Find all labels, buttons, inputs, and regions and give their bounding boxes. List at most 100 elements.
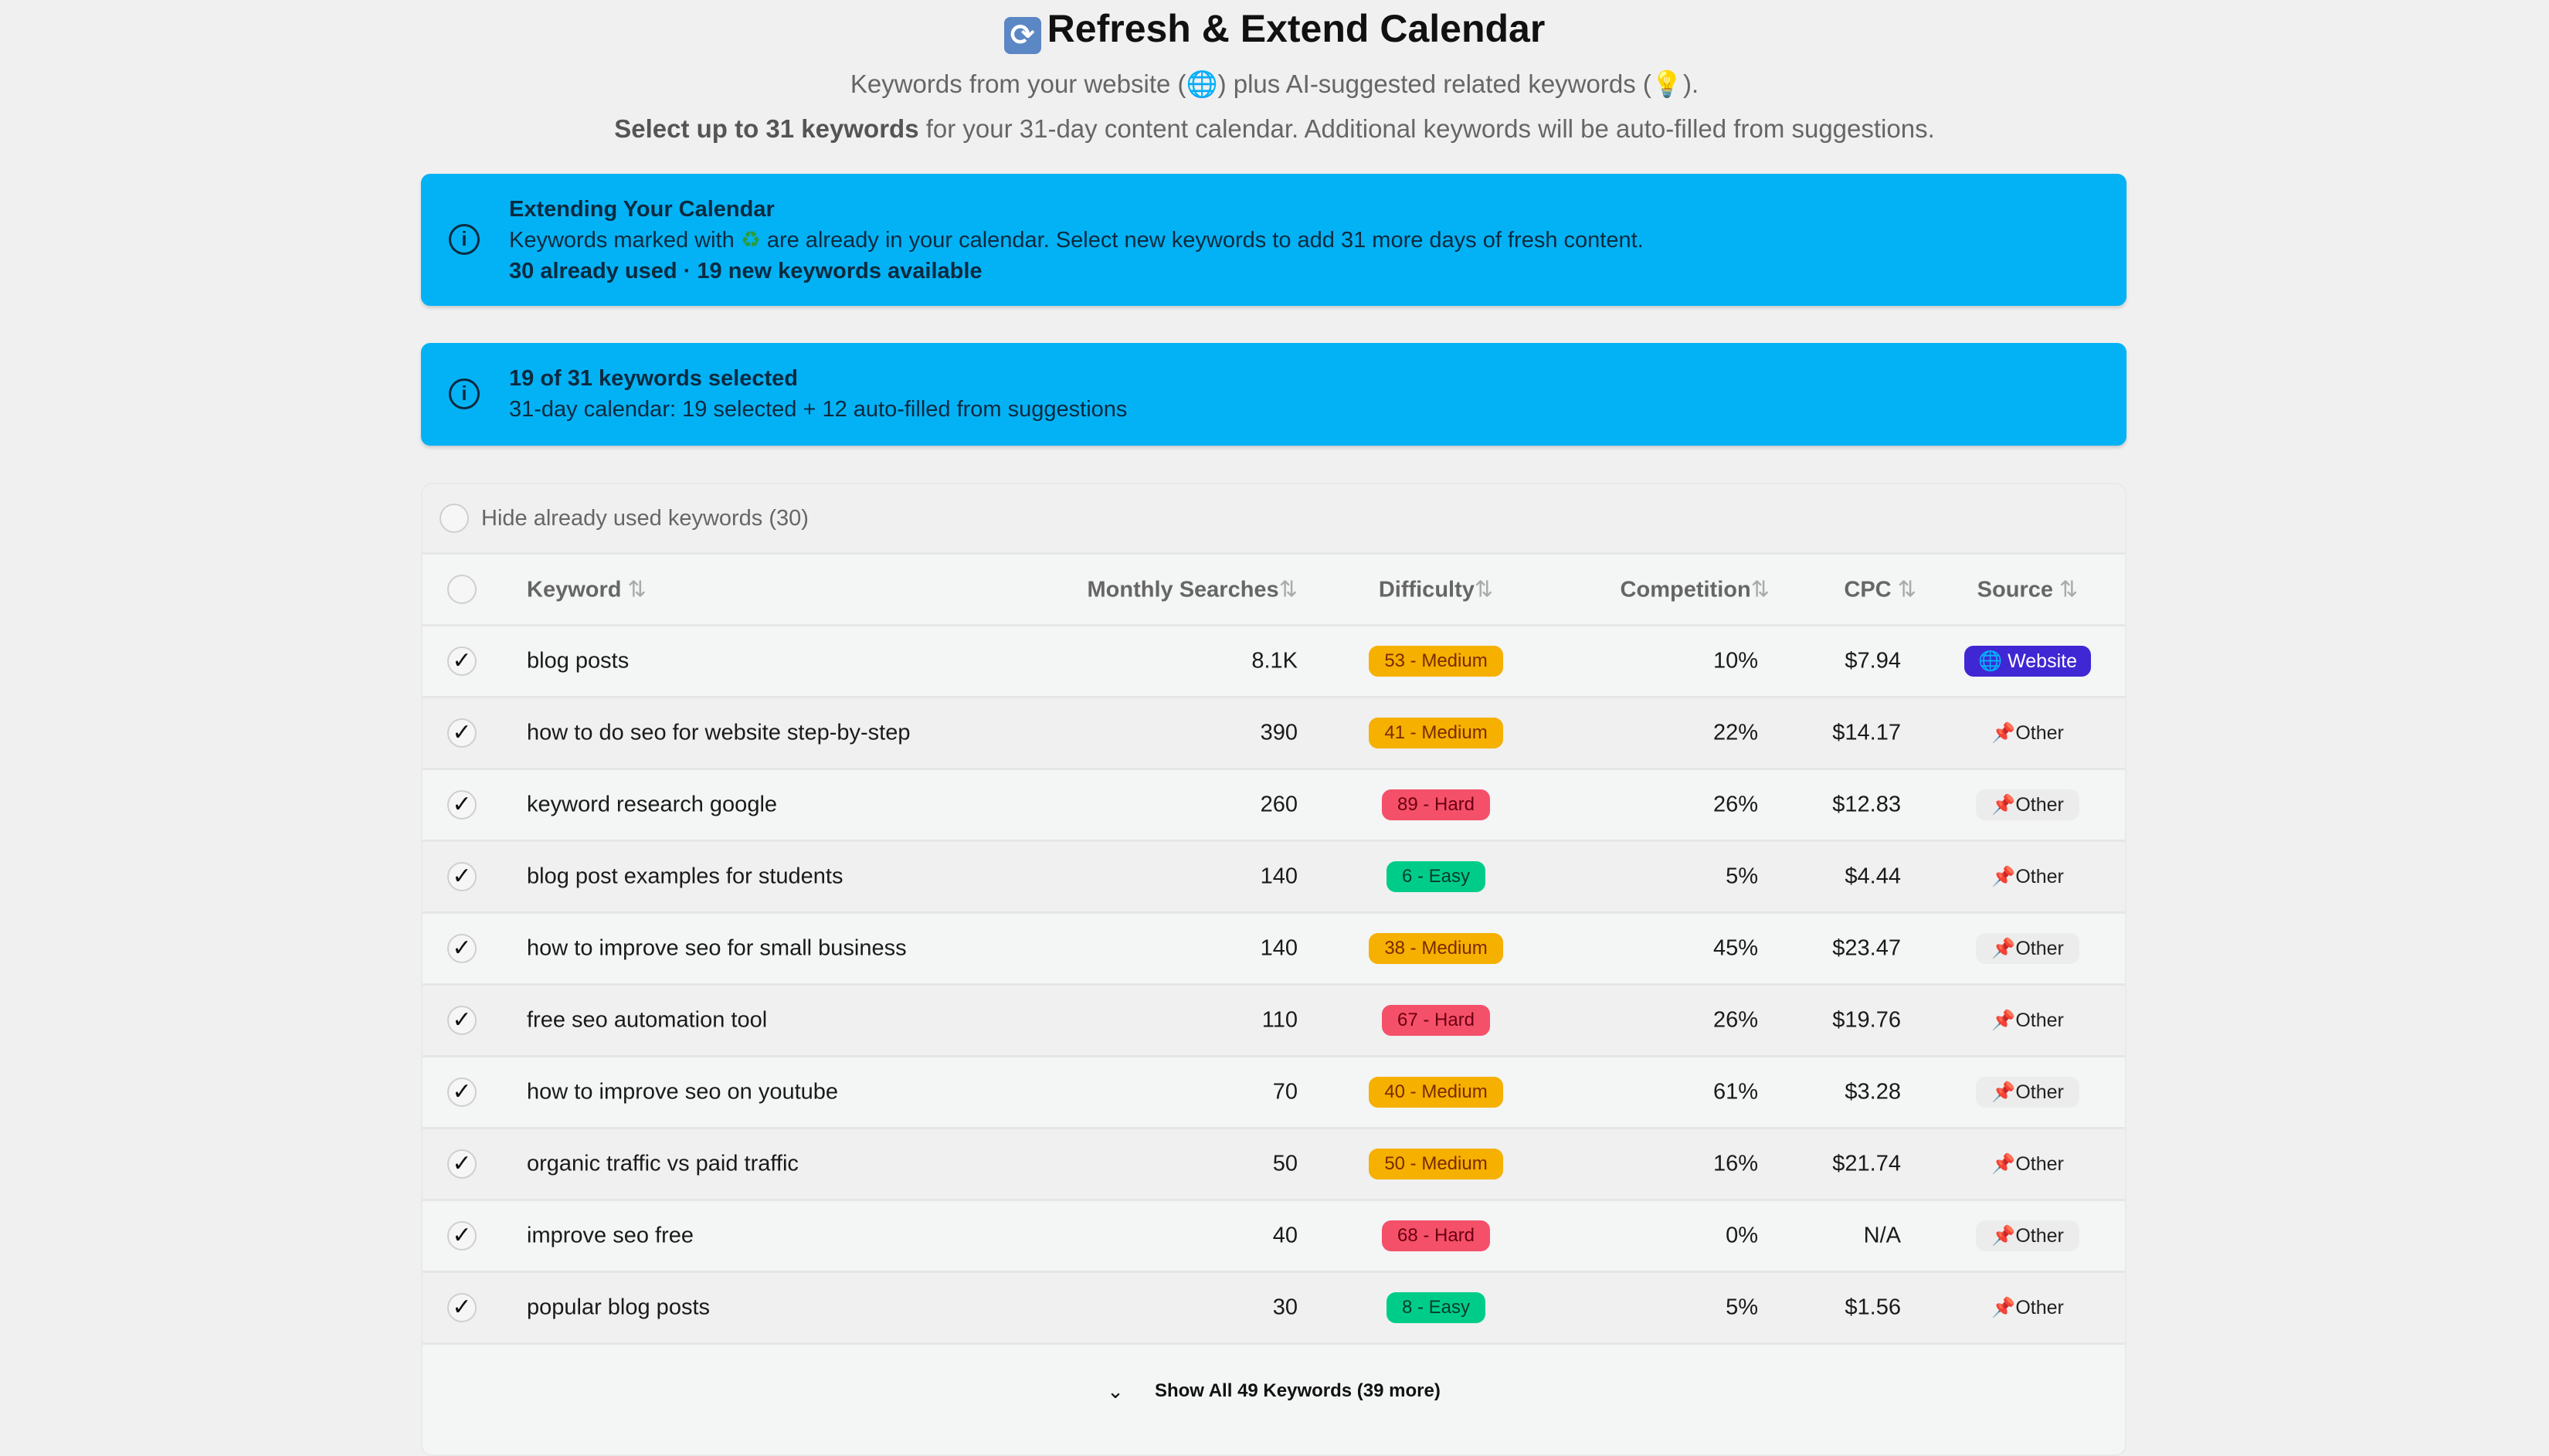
table-row[interactable]: ✓ how to improve seo for small business … — [423, 914, 2125, 986]
table-header: Keyword ⇅ Monthly Searches⇅ Difficulty⇅ … — [423, 555, 2125, 626]
hide-used-filter[interactable]: Hide already used keywords (30) — [423, 484, 2125, 555]
globe-icon: 🌐 — [1186, 70, 1218, 98]
keyword-cell: how to do seo for website step-by-step — [527, 720, 911, 745]
searches-cell: 30 — [1272, 1295, 1298, 1320]
source-badge-other: 📌Other — [1991, 1297, 2064, 1319]
keyword-cell: free seo automation tool — [527, 1007, 768, 1033]
table-row[interactable]: ✓ how to do seo for website step-by-step… — [423, 698, 2125, 770]
difficulty-badge: 8 - Easy — [1386, 1292, 1486, 1323]
competition-cell: 26% — [1712, 1007, 1758, 1033]
searches-cell: 40 — [1272, 1223, 1298, 1248]
difficulty-badge: 6 - Easy — [1386, 861, 1486, 892]
table-row[interactable]: ✓ free seo automation tool 110 67 - Hard… — [423, 986, 2125, 1057]
pushpin-icon: 📌 — [1991, 794, 2016, 816]
globe-icon: 🌐 — [1978, 650, 2003, 672]
column-keyword[interactable]: Keyword ⇅ — [527, 577, 647, 602]
searches-cell: 140 — [1260, 935, 1298, 961]
row-checkbox[interactable]: ✓ — [447, 862, 477, 891]
table-row[interactable]: ✓ keyword research google 260 89 - Hard … — [423, 770, 2125, 842]
alert-selected: i 19 of 31 keywords selected 31-day cale… — [421, 343, 2126, 446]
table-row[interactable]: ✓ organic traffic vs paid traffic 50 50 … — [423, 1129, 2125, 1201]
row-checkbox[interactable]: ✓ — [447, 1006, 477, 1035]
alert-text: 31-day calendar: 19 selected + 12 auto-f… — [509, 397, 1128, 422]
select-all-checkbox[interactable] — [447, 575, 477, 604]
competition-cell: 22% — [1712, 720, 1758, 745]
pushpin-icon: 📌 — [1991, 1081, 2016, 1103]
row-checkbox[interactable]: ✓ — [447, 1221, 477, 1251]
row-checkbox[interactable]: ✓ — [447, 1078, 477, 1107]
sort-icon: ⇅ — [1750, 577, 1770, 602]
show-all-button[interactable]: ⌄ Show All 49 Keywords (39 more) — [1107, 1379, 1441, 1403]
keyword-cell: blog post examples for students — [527, 864, 843, 889]
competition-cell: 5% — [1726, 864, 1758, 889]
difficulty-badge: 68 - Hard — [1381, 1220, 1491, 1251]
keyword-cell: keyword research google — [527, 792, 778, 817]
row-checkbox[interactable]: ✓ — [447, 790, 477, 820]
cpc-cell: $19.76 — [1832, 1007, 1901, 1033]
hide-used-checkbox[interactable] — [440, 504, 469, 533]
difficulty-badge: 40 - Medium — [1369, 1077, 1503, 1108]
table-row[interactable]: ✓ blog posts 8.1K 53 - Medium 10% $7.94 … — [423, 626, 2125, 698]
lightbulb-icon: 💡 — [1651, 70, 1683, 98]
sort-icon: ⇅ — [627, 577, 647, 602]
column-competition[interactable]: Competition⇅ — [1620, 577, 1770, 602]
subtitle: Keywords from your website (🌐) plus AI-s… — [850, 70, 1699, 98]
difficulty-badge: 67 - Hard — [1381, 1005, 1491, 1036]
table-row[interactable]: ✓ improve seo free 40 68 - Hard 0% N/A 📌… — [423, 1201, 2125, 1273]
row-checkbox[interactable]: ✓ — [447, 647, 477, 676]
pushpin-icon: 📌 — [1991, 1153, 2016, 1175]
pushpin-icon: 📌 — [1991, 1297, 2016, 1319]
page-title: ⟳ Refresh & Extend Calendar — [0, 6, 2549, 54]
chevron-down-icon: ⌄ — [1107, 1379, 1124, 1403]
competition-cell: 26% — [1712, 792, 1758, 817]
recycle-icon: ♻ — [740, 228, 761, 253]
keyword-cell: how to improve seo for small business — [527, 935, 907, 961]
sort-icon: ⇅ — [2059, 577, 2079, 602]
searches-cell: 260 — [1260, 792, 1298, 817]
row-checkbox[interactable]: ✓ — [447, 718, 477, 748]
keyword-cell: popular blog posts — [527, 1295, 710, 1320]
table-row[interactable]: ✓ blog post examples for students 140 6 … — [423, 842, 2125, 914]
row-checkbox[interactable]: ✓ — [447, 1293, 477, 1322]
table-row[interactable]: ✓ how to improve seo on youtube 70 40 - … — [423, 1057, 2125, 1129]
cpc-cell: $21.74 — [1832, 1151, 1901, 1176]
info-icon: i — [449, 224, 480, 255]
pushpin-icon: 📌 — [1991, 1225, 2016, 1247]
pushpin-icon: 📌 — [1991, 938, 2016, 959]
cpc-cell: $23.47 — [1832, 935, 1901, 961]
pushpin-icon: 📌 — [1991, 866, 2016, 888]
pushpin-icon: 📌 — [1991, 722, 2016, 744]
cpc-cell: $7.94 — [1845, 648, 1901, 674]
source-badge-other: 📌Other — [1991, 1153, 2064, 1175]
cpc-cell: $12.83 — [1832, 792, 1901, 817]
cpc-cell: $1.56 — [1845, 1295, 1901, 1320]
alert-title: 19 of 31 keywords selected — [509, 366, 798, 391]
searches-cell: 110 — [1261, 1007, 1298, 1033]
alert-text: Keywords marked with ♻ are already in yo… — [509, 228, 1644, 253]
competition-cell: 10% — [1712, 648, 1758, 674]
alert-extending: i Extending Your Calendar Keywords marke… — [421, 174, 2126, 306]
row-checkbox[interactable]: ✓ — [447, 934, 477, 963]
searches-cell: 50 — [1272, 1151, 1298, 1176]
source-badge-other: 📌Other — [1976, 933, 2079, 964]
competition-cell: 16% — [1712, 1151, 1758, 1176]
row-checkbox[interactable]: ✓ — [447, 1149, 477, 1179]
table-row[interactable]: ✓ popular blog posts 30 8 - Easy 5% $1.5… — [423, 1273, 2125, 1345]
cpc-cell: N/A — [1863, 1223, 1901, 1248]
alert-title: Extending Your Calendar — [509, 197, 775, 222]
keyword-cell: organic traffic vs paid traffic — [527, 1151, 799, 1176]
searches-cell: 70 — [1272, 1079, 1298, 1105]
info-icon: i — [449, 378, 480, 409]
cpc-cell: $3.28 — [1845, 1079, 1901, 1105]
column-monthly-searches[interactable]: Monthly Searches⇅ — [1087, 577, 1298, 602]
source-badge-other: 📌Other — [1991, 1010, 2064, 1031]
sort-icon: ⇅ — [1897, 577, 1916, 602]
searches-cell: 8.1K — [1251, 648, 1298, 674]
source-badge-website: 🌐 Website — [1964, 646, 2091, 677]
competition-cell: 45% — [1712, 935, 1758, 961]
competition-cell: 5% — [1726, 1295, 1758, 1320]
searches-cell: 140 — [1260, 864, 1298, 889]
keywords-table-card: Hide already used keywords (30) Keyword … — [421, 483, 2126, 1456]
cpc-cell: $4.44 — [1845, 864, 1901, 889]
column-cpc[interactable]: CPC ⇅ — [1844, 577, 1916, 602]
